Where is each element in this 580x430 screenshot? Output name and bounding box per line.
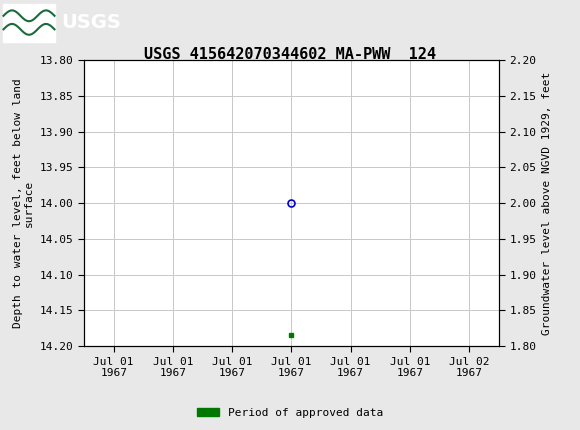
Y-axis label: Depth to water level, feet below land
surface: Depth to water level, feet below land su…	[13, 78, 34, 328]
Text: USGS: USGS	[61, 13, 121, 32]
FancyBboxPatch shape	[3, 3, 55, 42]
Y-axis label: Groundwater level above NGVD 1929, feet: Groundwater level above NGVD 1929, feet	[542, 71, 552, 335]
Text: USGS 415642070344602 MA-PWW  124: USGS 415642070344602 MA-PWW 124	[144, 47, 436, 62]
Legend: Period of approved data: Period of approved data	[193, 403, 387, 422]
